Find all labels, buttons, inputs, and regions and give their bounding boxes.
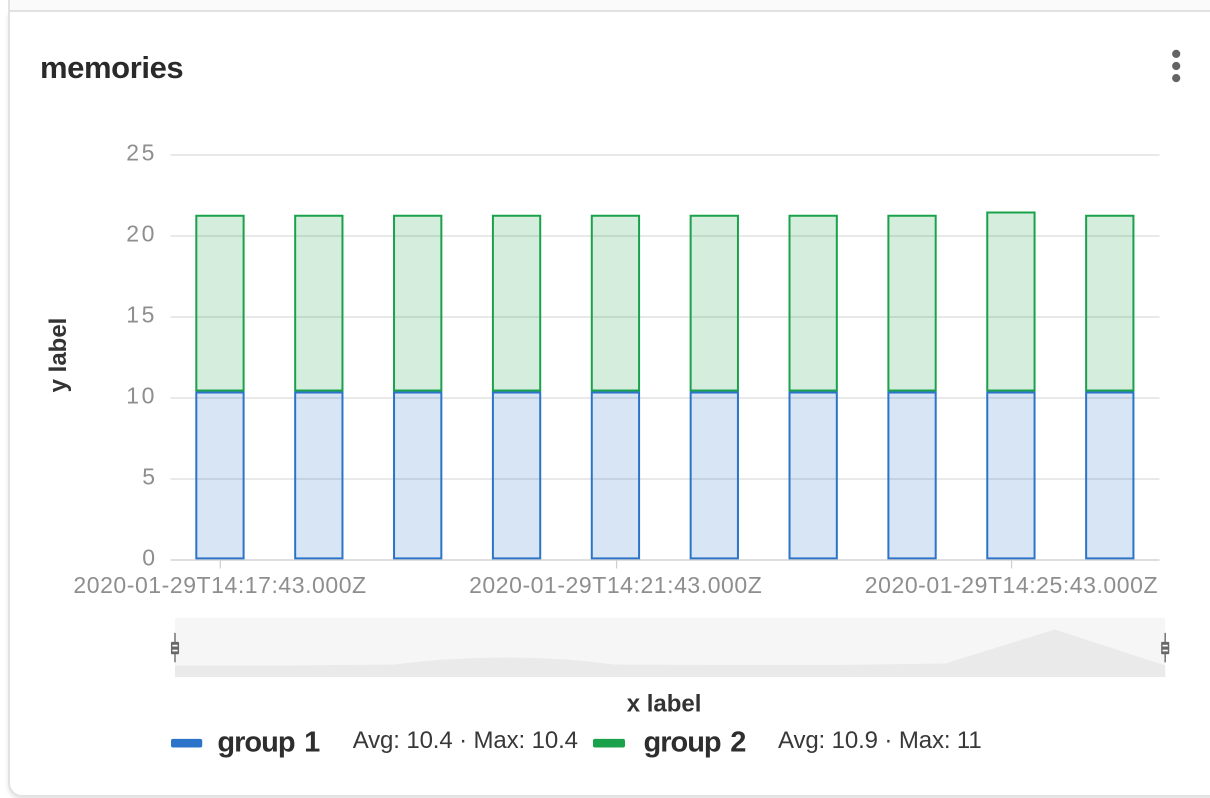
svg-text:2020-01-29T14:17:43.000Z: 2020-01-29T14:17:43.000Z: [73, 572, 366, 598]
svg-text:10: 10: [126, 382, 157, 408]
svg-text:x label: x label: [627, 690, 702, 717]
svg-text:2020-01-29T14:21:43.000Z: 2020-01-29T14:21:43.000Z: [469, 572, 762, 598]
svg-text:y label: y label: [45, 318, 72, 393]
svg-text:0: 0: [142, 544, 155, 570]
svg-text:Avg: 10.4 · Max: 10.4: Avg: 10.4 · Max: 10.4: [353, 727, 578, 754]
svg-text:20: 20: [126, 220, 157, 246]
svg-text:group 2: group 2: [644, 727, 746, 759]
svg-text:Avg: 10.9 · Max: 11: Avg: 10.9 · Max: 11: [778, 727, 982, 754]
svg-text:group 1: group 1: [217, 727, 320, 759]
svg-text:5: 5: [142, 463, 155, 489]
svg-text:2020-01-29T14:25:43.000Z: 2020-01-29T14:25:43.000Z: [865, 572, 1158, 598]
svg-text:15: 15: [126, 301, 157, 327]
svg-text:25: 25: [126, 139, 157, 165]
svg-text:memories: memories: [40, 50, 183, 85]
